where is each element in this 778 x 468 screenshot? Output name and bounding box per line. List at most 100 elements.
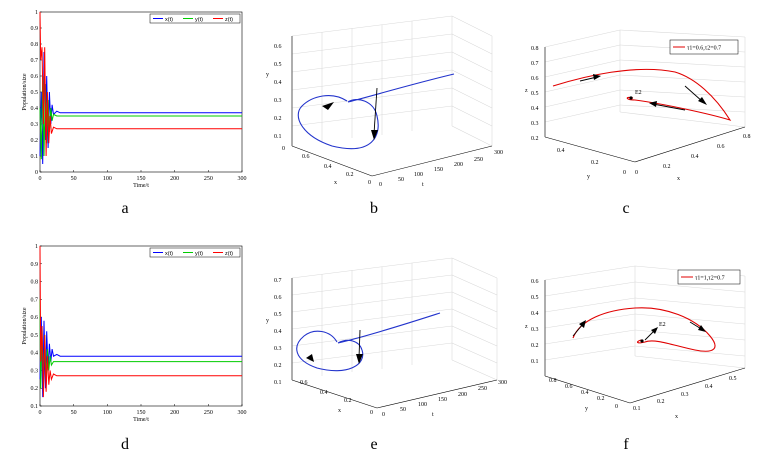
chart-f-arrow-1 — [579, 320, 586, 328]
chart-b-xtick-0.4: 0.4 — [324, 164, 332, 170]
chart-c-ytick-0.4: 0.4 — [557, 148, 565, 154]
chart-e-ytick-0.4: 0.4 — [274, 329, 282, 335]
chart-c-ztick-0.8: 0.8 — [531, 46, 539, 52]
chart-c-ztick-0.7: 0.7 — [531, 61, 539, 67]
chart-f-xtick-0.4: 0.4 — [705, 384, 713, 390]
panel-a: 0 0.1 0.2 0.3 0.4 0.5 0.6 0.7 0.8 0.9 1 0 50 100 150 20… — [0, 0, 250, 200]
chart-c-arrow-3-shaft — [652, 103, 686, 111]
d-legend-label: x(t) — [165, 251, 173, 257]
chart-c-legend-label: τ1=0.6,τ2=0.7 — [687, 46, 721, 52]
chart-f-xtick-0.3: 0.3 — [681, 392, 689, 398]
chart-f-xtick-0.1: 0.1 — [633, 406, 641, 412]
chart-e-ytick-0.2: 0.2 — [274, 363, 282, 369]
chart-e-arrow-2 — [356, 354, 363, 364]
chart-c-arrow-1 — [593, 74, 601, 80]
chart-c-legend — [669, 39, 739, 55]
panel-e: 0.7 0.6 0.5 0.4 0.3 0.2 0.1 y 0.6 0.4 0.… — [262, 250, 522, 430]
a-xtick-label: 200 — [170, 176, 179, 182]
chart-c-axes — [544, 47, 746, 163]
d-ytick-label: 0.3 — [31, 368, 39, 374]
chart-b-axes — [291, 36, 493, 177]
d-xlabel: Time/t — [133, 417, 149, 423]
a-legend — [149, 13, 241, 24]
chart-b-ttick-200: 200 — [454, 162, 463, 168]
chart-e-xtick-0.6: 0.6 — [300, 380, 308, 386]
chart-f-arrow-2 — [698, 325, 706, 332]
chart-e-ttick-100: 100 — [418, 402, 427, 408]
chart-b-ytick-0.6: 0.6 — [274, 44, 282, 50]
chart-e-ytick-0.3: 0.3 — [274, 346, 282, 352]
chart-f-xtick-0.5: 0.5 — [729, 376, 737, 382]
chart-e-ttick-300: 300 — [498, 380, 507, 386]
chart-f-ztick-0.4: 0.4 — [531, 311, 539, 317]
chart-f-annotation: E2 — [659, 322, 666, 328]
d-legend — [149, 247, 241, 258]
chart-f-legend-label: τ1=1,τ2=0.7 — [695, 276, 725, 282]
chart-f-ztick-0.5: 0.5 — [531, 295, 539, 301]
chart-b-tlabel: t — [422, 182, 424, 188]
chart-b-trajectory — [297, 73, 455, 150]
d-ytick-label: 0.1 — [31, 404, 39, 410]
chart-b-xtick-0.2: 0.2 — [346, 172, 354, 178]
chart-f-equilibrium-point — [640, 339, 644, 343]
a-ytick-label: 1 — [35, 10, 38, 16]
chart-e-grid — [291, 257, 498, 381]
chart-f-ztick-0.3: 0.3 — [531, 327, 539, 333]
a-plot-frame — [39, 11, 243, 173]
a-xtick-label: 0 — [39, 176, 42, 182]
chart-b-xlabel: x — [334, 180, 337, 186]
chart-c-ylabel: y — [587, 174, 590, 180]
chart-f-ztick-0.6: 0.6 — [531, 279, 539, 285]
panel-b: 0.6 0.5 0.4 0.3 0.2 0.1 0 y 0.6 0.4 0.2 … — [262, 6, 522, 196]
d-xtick-label: 200 — [170, 410, 179, 416]
chart-e-xtick-0.4: 0.4 — [320, 390, 328, 396]
d-ytick-label: 0.8 — [31, 280, 39, 286]
chart-e-svg: 0.7 0.6 0.5 0.4 0.3 0.2 0.1 y 0.6 0.4 0.… — [266, 257, 507, 418]
chart-b-ttick-250: 250 — [474, 157, 483, 163]
chart-f-xlabel: x — [675, 414, 678, 420]
chart-c-arrow-3 — [649, 101, 657, 107]
chart-c-ytick-0: 0 — [623, 170, 626, 176]
caption-d: d — [121, 436, 129, 453]
d-xtick-label: 50 — [71, 410, 77, 416]
a-xtick-label: 150 — [137, 176, 146, 182]
chart-e-ttick-150: 150 — [438, 397, 447, 403]
chart-e-arrow-1 — [306, 354, 314, 362]
caption-b: b — [370, 200, 378, 217]
chart-e-tlabel: t — [432, 412, 434, 418]
chart-b-ttick-300: 300 — [494, 150, 503, 156]
d-ytick-label: 0.5 — [31, 333, 39, 339]
a-series-z — [39, 11, 242, 157]
a-ylabel: Population/size — [22, 73, 28, 110]
a-ytick-label: 0.2 — [31, 138, 39, 144]
a-legend-label: z(t) — [225, 17, 233, 23]
chart-d-svg: 0.1 0.2 0.3 0.4 0.5 0.6 0.7 0.8 0.9 1 0 50 100 150 200… — [22, 244, 247, 423]
chart-f-ytick-0.4: 0.4 — [581, 390, 589, 396]
d-xtick-label: 150 — [137, 410, 146, 416]
caption-c: c — [622, 200, 630, 217]
chart-e-ytick-0.5: 0.5 — [274, 312, 282, 318]
d-ytick-label: 0.2 — [31, 386, 39, 392]
chart-f-ytick-0.8: 0.8 — [549, 378, 557, 384]
chart-b-ytick-0.4: 0.4 — [274, 80, 282, 86]
chart-b-ytick-0.1: 0.1 — [274, 134, 282, 140]
d-ylabel: Population/size — [22, 307, 28, 344]
d-ytick-label: 0.7 — [31, 297, 39, 303]
d-xtick-label: 100 — [103, 410, 112, 416]
chart-e-ttick-0: 0 — [382, 412, 385, 418]
chart-b-grid — [291, 15, 493, 147]
chart-e-trajectory — [296, 312, 441, 372]
chart-b-ytick-0.3: 0.3 — [274, 98, 282, 104]
chart-f-ytick-0: 0 — [615, 404, 618, 410]
chart-c-arrow-2 — [698, 97, 707, 105]
chart-e-ylabel: y — [266, 318, 269, 324]
d-ytick-label: 0.4 — [31, 351, 39, 357]
d-xtick-label: 250 — [204, 410, 213, 416]
chart-f-arrow-3 — [651, 327, 658, 334]
chart-c-ztick-0.4: 0.4 — [531, 106, 539, 112]
chart-e-ttick-200: 200 — [458, 392, 467, 398]
chart-b-arrow-1 — [322, 102, 334, 110]
a-legend-label: y(t) — [195, 17, 203, 23]
chart-c-xtick-0.2: 0.2 — [663, 164, 671, 170]
caption-a: a — [121, 200, 129, 217]
